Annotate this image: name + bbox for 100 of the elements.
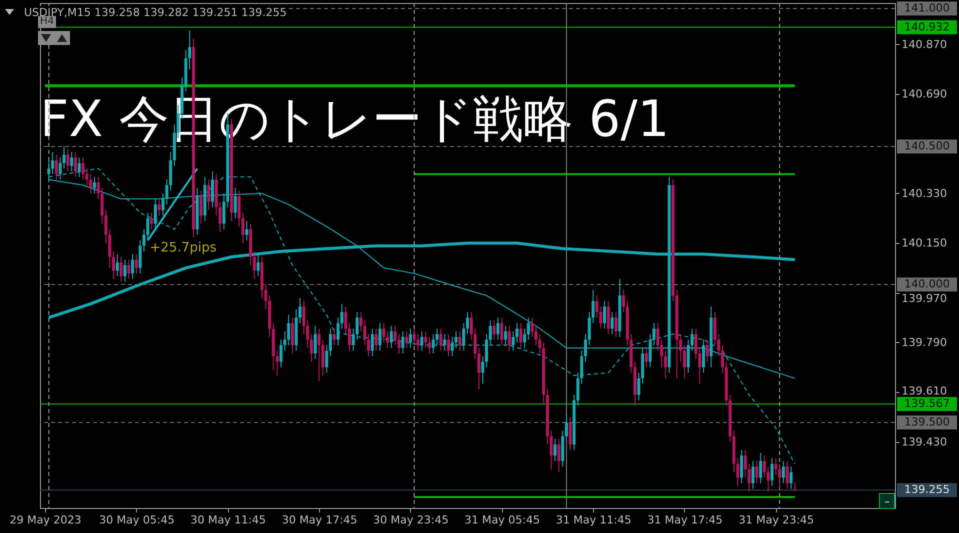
candlestick (477, 347, 480, 390)
candlestick (408, 328, 412, 348)
candlestick (584, 334, 587, 362)
candlestick (112, 250, 116, 280)
candlestick (150, 212, 154, 230)
x-tick-label: 30 May 11:45 (190, 514, 266, 526)
candlestick (706, 339, 709, 362)
candlestick (310, 334, 313, 362)
candlestick (336, 317, 340, 346)
ref-line-label: 139.255 (904, 483, 950, 496)
candlestick (610, 312, 614, 335)
candlestick (120, 256, 123, 282)
candlestick (554, 438, 557, 462)
annotation: +25.7pips (150, 240, 217, 256)
candlestick (332, 328, 336, 346)
candlestick (66, 148, 70, 172)
candlestick (790, 466, 793, 490)
candlestick (446, 334, 450, 357)
candlestick (256, 254, 260, 277)
candlestick (131, 254, 134, 280)
candlestick (54, 154, 58, 180)
candlestick (314, 325, 317, 360)
candlestick (782, 460, 785, 484)
y-tick-label: 139.610 (902, 384, 947, 398)
x-tick-label: 30 May 05:45 (99, 514, 175, 526)
candlestick (238, 190, 241, 228)
candlestick (606, 300, 610, 335)
candlestick (82, 157, 85, 180)
candlestick (466, 312, 469, 335)
candlestick (515, 322, 518, 343)
candlestick (439, 328, 442, 352)
ref-line-label: 140.932 (904, 20, 950, 34)
candlestick (207, 179, 210, 210)
candlestick (134, 254, 138, 274)
candlestick (420, 330, 424, 352)
candlestick (721, 344, 724, 374)
annotation: H4 (38, 16, 56, 28)
annotation: USDJPY,M15 139.258 139.282 139.251 139.255 (22, 6, 289, 19)
candlestick (526, 317, 530, 340)
candlestick (481, 356, 484, 384)
candlestick (603, 300, 606, 330)
candlestick (614, 312, 618, 338)
candlestick (252, 250, 256, 280)
x-tick-label: 30 May 23:45 (373, 514, 449, 526)
candlestick (622, 289, 626, 313)
candlestick (158, 198, 161, 216)
candlestick (127, 259, 130, 280)
y-tick-label: 140.330 (902, 186, 947, 200)
candlestick (340, 303, 344, 330)
candlestick (318, 328, 321, 382)
candlestick (492, 320, 496, 340)
candlestick (755, 460, 758, 484)
ref-line-label: 140.500 (904, 139, 950, 152)
candlestick (138, 240, 142, 274)
ref-line-label: 139.500 (904, 415, 950, 428)
candlestick (488, 320, 492, 346)
x-tick-label: 31 May 17:45 (647, 514, 723, 526)
candlestick (652, 322, 656, 346)
candlestick (279, 339, 282, 368)
candlestick (394, 325, 397, 346)
x-tick-label: 29 May 2023 (10, 514, 82, 526)
candlestick (504, 325, 508, 346)
candlestick (154, 198, 157, 230)
candlestick (290, 317, 294, 354)
candlestick (751, 460, 754, 490)
candlestick (74, 152, 77, 178)
candlestick (416, 334, 420, 352)
candlestick (370, 328, 374, 357)
x-tick-label: 31 May 05:45 (464, 514, 540, 526)
candlestick (142, 228, 146, 252)
candlestick (62, 146, 66, 170)
candlestick (424, 330, 428, 348)
candlestick (241, 212, 244, 244)
candlestick (428, 336, 431, 354)
candlestick (530, 317, 534, 338)
candlestick (648, 334, 652, 368)
candlestick (116, 254, 119, 277)
candlestick (432, 334, 435, 354)
candlestick (458, 330, 462, 352)
candlestick (298, 298, 302, 324)
candlestick (568, 416, 572, 451)
candlestick (367, 334, 370, 357)
candlestick (321, 339, 324, 376)
candlestick (485, 334, 488, 368)
y-tick-label: 139.970 (902, 292, 947, 305)
candlestick (664, 350, 667, 379)
candlestick (519, 322, 522, 348)
x-tick-label: 30 May 17:45 (282, 514, 358, 526)
candlestick (443, 334, 446, 352)
candlestick (161, 192, 164, 216)
candlestick (508, 325, 511, 352)
candlestick (374, 328, 378, 352)
candlestick (557, 438, 560, 473)
candlestick (123, 259, 126, 282)
candlestick (234, 187, 237, 219)
x-tick-label: 31 May 11:45 (556, 514, 632, 526)
candlestick (786, 460, 789, 490)
candlestick (401, 330, 404, 354)
y-tick-label: 139.790 (902, 336, 947, 349)
candlestick (534, 325, 538, 346)
